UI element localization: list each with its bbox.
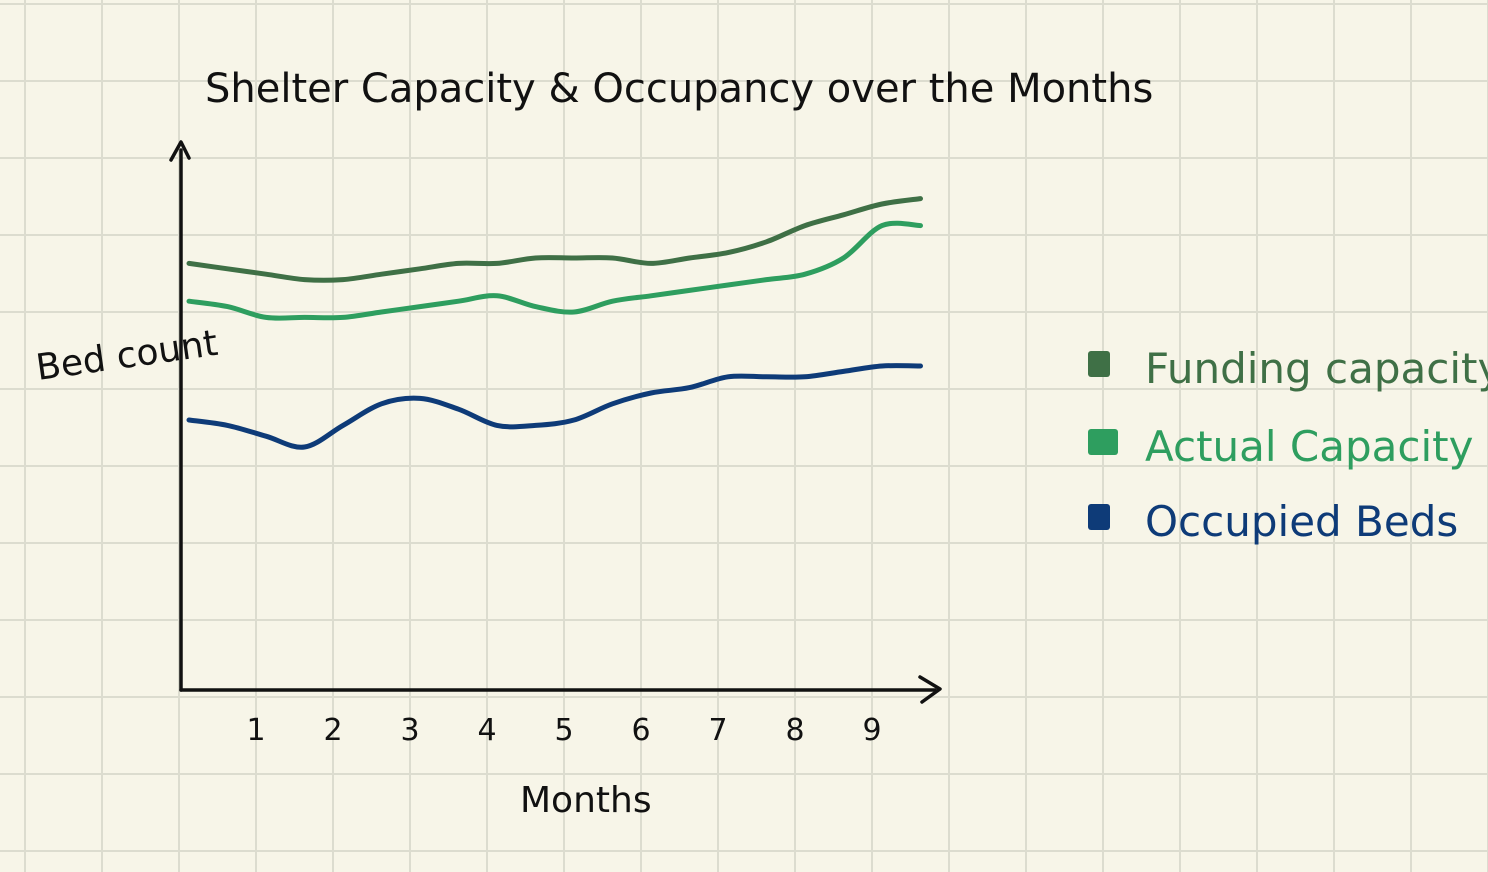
legend-swatch (1088, 429, 1118, 455)
x-tick-label: 6 (631, 713, 650, 748)
series-lines (186, 196, 923, 450)
x-tick-label: 7 (708, 713, 727, 748)
legend-label: Occupied Beds (1145, 497, 1458, 546)
x-axis-arrow (918, 675, 942, 704)
x-tick-label: 5 (554, 713, 573, 748)
x-tick-label: 4 (477, 713, 496, 748)
chart-title: Shelter Capacity & Occupancy over the Mo… (205, 66, 1153, 112)
x-tick-label: 8 (785, 713, 804, 748)
y-axis-label: Bed count (34, 323, 221, 389)
x-tick-label: 2 (323, 713, 342, 748)
x-tick-labels: 1 2 3 4 5 6 7 8 9 (246, 713, 881, 748)
series-line-funding-capacity (186, 196, 923, 283)
y-axis-arrow (169, 140, 191, 162)
legend: Funding capacity Actual Capacity Occupied … (1088, 344, 1488, 546)
legend-label: Funding capacity (1145, 344, 1488, 393)
x-tick-label: 3 (400, 713, 419, 748)
x-tick-label: 1 (246, 713, 265, 748)
x-tick-label: 9 (862, 713, 881, 748)
series-line-actual-capacity (186, 220, 923, 321)
x-axis-label: Months (520, 780, 652, 821)
legend-swatch (1088, 504, 1110, 530)
legend-swatch (1088, 351, 1110, 377)
legend-label: Actual Capacity (1145, 422, 1473, 471)
series-line-occupied-beds (186, 363, 923, 450)
